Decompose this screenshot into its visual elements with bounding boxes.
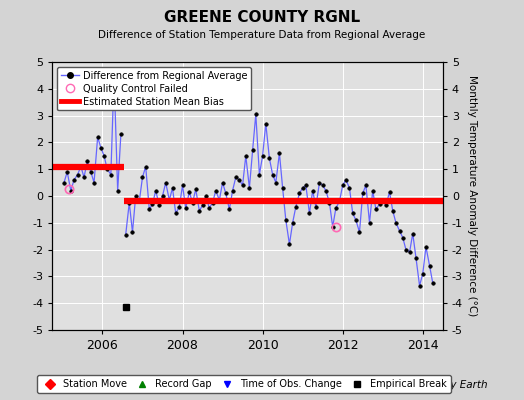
Y-axis label: Monthly Temperature Anomaly Difference (°C): Monthly Temperature Anomaly Difference (… bbox=[467, 75, 477, 317]
Legend: Station Move, Record Gap, Time of Obs. Change, Empirical Break: Station Move, Record Gap, Time of Obs. C… bbox=[37, 375, 451, 393]
Legend: Difference from Regional Average, Quality Control Failed, Estimated Station Mean: Difference from Regional Average, Qualit… bbox=[57, 67, 251, 110]
Text: GREENE COUNTY RGNL: GREENE COUNTY RGNL bbox=[164, 10, 360, 25]
Text: Berkeley Earth: Berkeley Earth bbox=[411, 380, 487, 390]
Text: Difference of Station Temperature Data from Regional Average: Difference of Station Temperature Data f… bbox=[99, 30, 425, 40]
